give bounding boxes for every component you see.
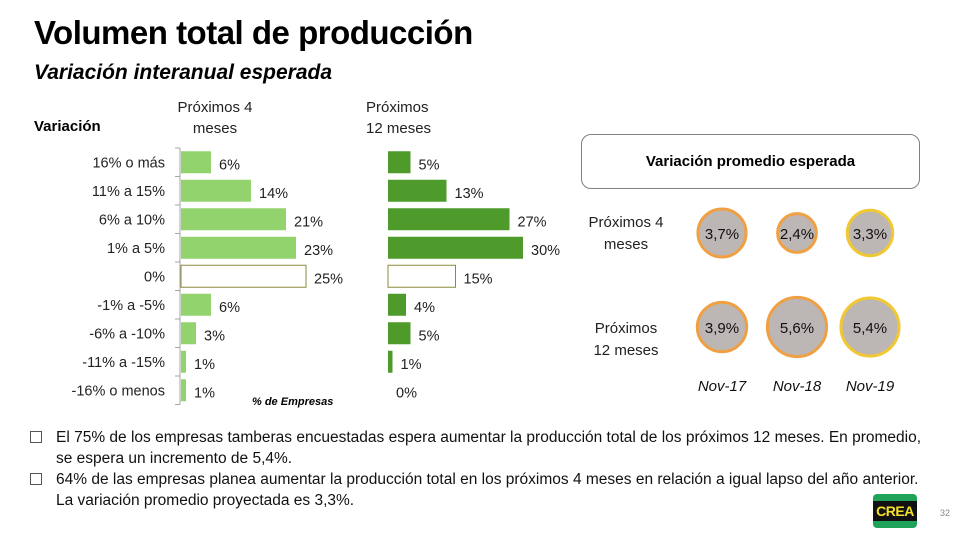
period-label: Nov-17	[698, 378, 747, 395]
row-label-12-line1: Próximos	[594, 320, 658, 337]
row-label-12-line2: 12 meses	[593, 342, 659, 359]
row-label-4-line1: Próximos 4	[588, 214, 664, 231]
bubble	[776, 212, 818, 254]
bullet-item: El 75% de los empresas tamberas encuesta…	[30, 427, 930, 469]
bubble-label: 3,9%	[705, 320, 739, 337]
bullet-item: 64% de las empresas planea aumentar la p…	[30, 469, 930, 511]
data-label-4-months: 6%	[219, 300, 240, 316]
variation-label: Variación	[34, 118, 101, 135]
average-variation-title: Variación promedio esperada	[645, 153, 856, 170]
bar-4-months	[181, 350, 186, 373]
bubble	[845, 208, 895, 258]
category-label: -1% a -5%	[97, 298, 165, 314]
data-label-12-months: 27%	[518, 214, 547, 230]
bar-12-months	[388, 151, 411, 174]
bar-12-months	[388, 350, 393, 373]
logo-text: CREA	[873, 501, 917, 521]
data-label-4-months: 23%	[304, 243, 333, 259]
checkbox-bullet-icon	[30, 473, 42, 485]
column-head-4-line1: Próximos 4	[177, 99, 253, 116]
column-head-12-line1: Próximos	[366, 99, 429, 116]
data-label-4-months: 21%	[294, 214, 323, 230]
bubble	[696, 207, 748, 259]
data-label-12-months: 15%	[464, 271, 493, 287]
column-head-4-months: Próximos 4 meses	[160, 97, 270, 139]
bubble-label: 3,7%	[705, 226, 739, 243]
bar-12-months	[388, 236, 523, 259]
crea-logo: CREA	[873, 494, 917, 528]
page-title: Volumen total de producción	[34, 14, 473, 51]
bar-4-months	[181, 322, 196, 345]
bar-4-months	[181, 236, 296, 259]
bar-12-months	[388, 322, 411, 345]
average-variation-box: Variación promedio esperada	[581, 134, 920, 189]
bar-12-months	[388, 293, 406, 316]
x-axis-label: % de Empresas	[252, 396, 334, 408]
column-head-4-line2: meses	[192, 120, 238, 137]
row-label-4-months: Próximos 4 meses	[576, 212, 676, 256]
bar-4-months	[181, 379, 186, 402]
category-label: 11% a 15%	[92, 184, 165, 200]
category-label: 0%	[144, 269, 165, 285]
bar-12-months	[388, 179, 447, 202]
bar-12-months	[387, 264, 456, 288]
bullet-list: El 75% de los empresas tamberas encuesta…	[30, 427, 930, 511]
data-label-12-months: 13%	[455, 186, 484, 202]
bubble-label: 5,6%	[780, 320, 814, 337]
bar-4-months	[181, 293, 211, 316]
data-label-4-months: 1%	[194, 385, 215, 401]
bubble-label: 5,4%	[853, 320, 887, 337]
data-label-4-months: 25%	[314, 271, 343, 287]
bullet-text: El 75% de los empresas tamberas encuesta…	[56, 429, 922, 467]
data-label-12-months: 5%	[419, 157, 440, 173]
category-label: -16% o menos	[72, 383, 166, 399]
row-label-4-line2: meses	[603, 236, 649, 253]
period-label: Nov-18	[773, 378, 822, 395]
bar-4-months	[180, 264, 307, 288]
data-label-12-months: 4%	[414, 300, 435, 316]
category-label: 16% o más	[92, 155, 165, 171]
data-label-4-months: 6%	[219, 157, 240, 173]
row-label-12-months: Próximos 12 meses	[576, 318, 676, 362]
bar-4-months	[181, 208, 286, 231]
bubble	[765, 295, 829, 359]
data-label-4-months: 14%	[259, 186, 288, 202]
bubble-label: 3,3%	[853, 226, 887, 243]
bubble-label: 2,4%	[780, 226, 814, 243]
data-label-12-months: 0%	[396, 385, 417, 401]
category-label: -6% a -10%	[89, 326, 165, 342]
data-label-12-months: 30%	[531, 243, 560, 259]
data-label-4-months: 3%	[204, 328, 225, 344]
bar-4-months	[181, 179, 251, 202]
data-label-4-months: 1%	[194, 357, 215, 373]
data-label-12-months: 5%	[419, 328, 440, 344]
bubble	[695, 300, 749, 354]
category-label: 1% a 5%	[107, 241, 165, 257]
bullet-text: 64% de las empresas planea aumentar la p…	[56, 471, 919, 509]
period-label: Nov-19	[846, 378, 895, 395]
bar-12-months	[388, 208, 510, 231]
category-label: -11% a -15%	[82, 355, 165, 371]
category-label: 6% a 10%	[99, 212, 165, 228]
column-head-12-months: Próximos 12 meses	[366, 97, 458, 139]
checkbox-bullet-icon	[30, 431, 42, 443]
page-number: 32	[940, 508, 951, 518]
data-label-12-months: 1%	[401, 357, 422, 373]
bubble	[839, 296, 901, 358]
bar-4-months	[181, 151, 211, 174]
page-subtitle: Variación interanual esperada	[34, 61, 333, 84]
column-head-12-line2: 12 meses	[366, 120, 432, 137]
